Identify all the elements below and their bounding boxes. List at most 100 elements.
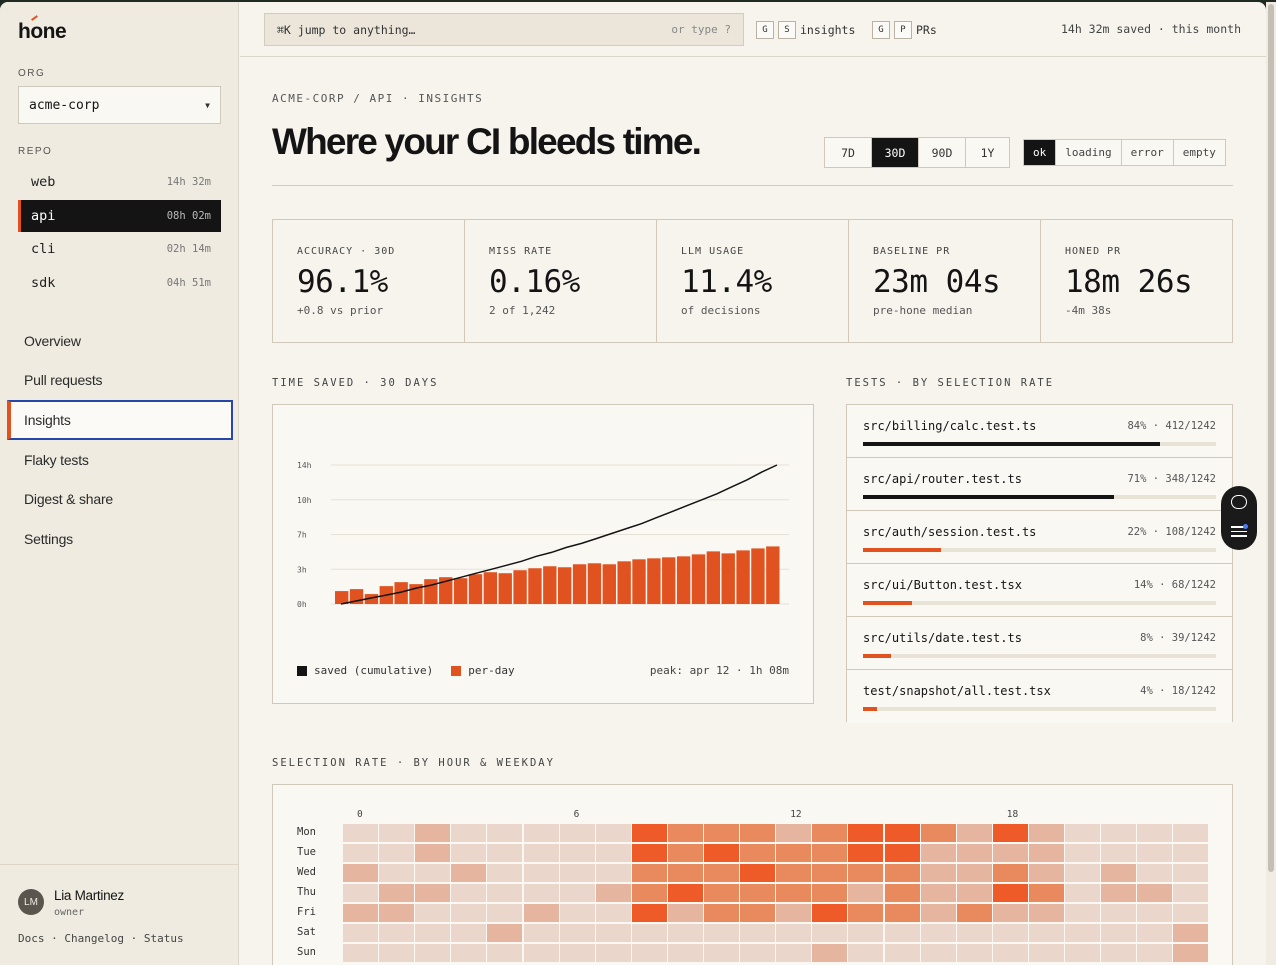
heatmap-cell[interactable]: [523, 884, 559, 902]
heatmap-cell[interactable]: [523, 844, 559, 862]
heatmap-cell[interactable]: [487, 824, 523, 842]
heatmap-cell[interactable]: [956, 884, 992, 902]
heatmap-cell[interactable]: [343, 884, 378, 902]
heatmap-cell[interactable]: [1101, 864, 1137, 882]
heatmap-cell[interactable]: [776, 924, 812, 942]
heatmap-cell[interactable]: [956, 864, 992, 882]
heatmap-cell[interactable]: [1101, 944, 1137, 962]
heatmap-cell[interactable]: [740, 844, 776, 862]
heatmap-cell[interactable]: [1173, 844, 1209, 862]
heatmap-cell[interactable]: [1173, 864, 1209, 882]
heatmap-cell[interactable]: [451, 924, 487, 942]
heatmap-cell[interactable]: [848, 904, 884, 922]
chat-icon[interactable]: [1231, 495, 1247, 509]
heatmap-cell[interactable]: [992, 904, 1028, 922]
heatmap-cell[interactable]: [559, 904, 595, 922]
heatmap-cell[interactable]: [343, 944, 378, 962]
heatmap-cell[interactable]: [1065, 864, 1100, 882]
heatmap-cell[interactable]: [523, 824, 559, 842]
heatmap-cell[interactable]: [1101, 844, 1137, 862]
heatmap-cell[interactable]: [1065, 924, 1100, 942]
heatmap-cell[interactable]: [415, 864, 451, 882]
state-ok-button[interactable]: ok: [1024, 140, 1057, 165]
range-90d-button[interactable]: 90D: [919, 138, 966, 167]
heatmap-cell[interactable]: [740, 904, 776, 922]
heatmap-cell[interactable]: [343, 904, 378, 922]
heatmap-cell[interactable]: [920, 844, 956, 862]
heatmap-cell[interactable]: [667, 944, 703, 962]
heatmap-cell[interactable]: [595, 924, 631, 942]
heatmap-cell[interactable]: [812, 904, 848, 922]
heatmap-cell[interactable]: [1173, 884, 1209, 902]
heatmap-cell[interactable]: [487, 864, 523, 882]
heatmap-cell[interactable]: [415, 884, 451, 902]
heatmap-cell[interactable]: [415, 904, 451, 922]
heatmap-cell[interactable]: [848, 824, 884, 842]
heatmap-cell[interactable]: [487, 924, 523, 942]
heatmap-cell[interactable]: [956, 944, 992, 962]
heatmap-cell[interactable]: [884, 924, 920, 942]
heatmap-cell[interactable]: [740, 944, 776, 962]
heatmap-cell[interactable]: [1028, 904, 1064, 922]
test-row[interactable]: src/billing/calc.test.ts 84% · 412/1242: [847, 405, 1232, 458]
range-30d-button[interactable]: 30D: [872, 138, 919, 167]
heatmap-cell[interactable]: [1137, 844, 1173, 862]
heatmap-cell[interactable]: [631, 944, 667, 962]
heatmap-cell[interactable]: [776, 864, 812, 882]
heatmap-cell[interactable]: [956, 824, 992, 842]
footer-links[interactable]: Docs · Changelog · Status: [18, 932, 184, 945]
heatmap-cell[interactable]: [523, 864, 559, 882]
heatmap-cell[interactable]: [559, 844, 595, 862]
heatmap-cell[interactable]: [920, 884, 956, 902]
heatmap-cell[interactable]: [1065, 884, 1100, 902]
state-empty-button[interactable]: empty: [1173, 140, 1225, 165]
heatmap-cell[interactable]: [1137, 924, 1173, 942]
heatmap-cell[interactable]: [595, 824, 631, 842]
heatmap-cell[interactable]: [1101, 824, 1137, 842]
list-icon[interactable]: [1231, 526, 1247, 540]
range-7d-button[interactable]: 7D: [825, 138, 872, 167]
heatmap-cell[interactable]: [1137, 824, 1173, 842]
heatmap-cell[interactable]: [451, 884, 487, 902]
heatmap-cell[interactable]: [1065, 844, 1100, 862]
heatmap-cell[interactable]: [812, 884, 848, 902]
state-error-button[interactable]: error: [1121, 140, 1174, 165]
heatmap-cell[interactable]: [1173, 924, 1209, 942]
heatmap-cell[interactable]: [884, 844, 920, 862]
heatmap-cell[interactable]: [812, 864, 848, 882]
repo-item-web[interactable]: web 14h 32m: [18, 166, 221, 198]
heatmap-cell[interactable]: [776, 824, 812, 842]
heatmap-cell[interactable]: [1028, 844, 1064, 862]
heatmap-cell[interactable]: [956, 844, 992, 862]
heatmap-cell[interactable]: [1065, 824, 1100, 842]
range-1y-button[interactable]: 1Y: [966, 138, 1009, 167]
heatmap-cell[interactable]: [451, 844, 487, 862]
heatmap-cell[interactable]: [667, 824, 703, 842]
heatmap-cell[interactable]: [343, 864, 378, 882]
heatmap-cell[interactable]: [1173, 904, 1209, 922]
heatmap-cell[interactable]: [992, 884, 1028, 902]
heatmap-cell[interactable]: [740, 884, 776, 902]
heatmap-cell[interactable]: [1101, 904, 1137, 922]
heatmap-cell[interactable]: [884, 824, 920, 842]
heatmap-cell[interactable]: [992, 824, 1028, 842]
repo-item-cli[interactable]: cli 02h 14m: [18, 233, 221, 265]
heatmap-cell[interactable]: [451, 944, 487, 962]
heatmap-cell[interactable]: [920, 924, 956, 942]
heatmap-cell[interactable]: [415, 944, 451, 962]
heatmap-cell[interactable]: [920, 824, 956, 842]
heatmap-cell[interactable]: [523, 944, 559, 962]
heatmap-cell[interactable]: [631, 864, 667, 882]
heatmap-cell[interactable]: [523, 924, 559, 942]
heatmap-cell[interactable]: [1173, 824, 1209, 842]
heatmap-cell[interactable]: [956, 924, 992, 942]
heatmap-cell[interactable]: [704, 824, 739, 842]
heatmap-cell[interactable]: [776, 904, 812, 922]
heatmap-cell[interactable]: [451, 864, 487, 882]
heatmap-cell[interactable]: [1028, 864, 1064, 882]
heatmap-cell[interactable]: [848, 884, 884, 902]
heatmap-cell[interactable]: [451, 824, 487, 842]
nav-item-flaky-tests[interactable]: Flaky tests: [24, 451, 89, 468]
avatar[interactable]: LM: [18, 889, 44, 915]
heatmap-cell[interactable]: [667, 844, 703, 862]
